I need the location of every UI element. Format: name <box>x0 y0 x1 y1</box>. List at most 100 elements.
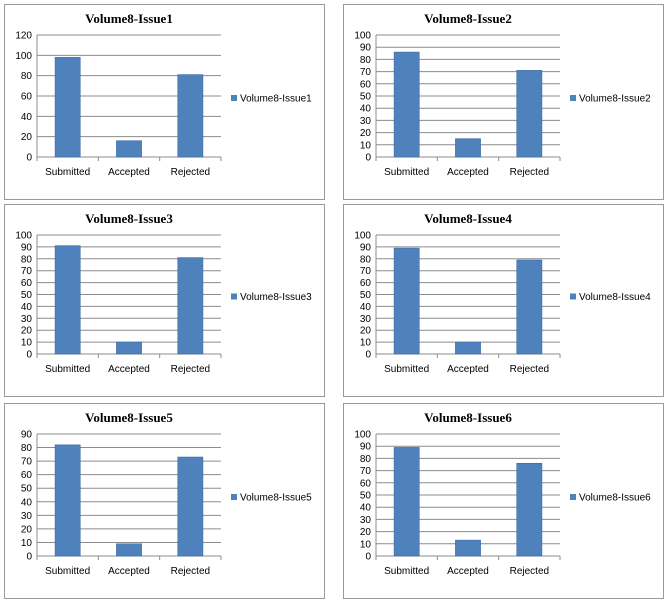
y-tick-label: 50 <box>360 92 372 103</box>
y-tick-label: 10 <box>360 539 372 550</box>
y-tick-label: 40 <box>21 302 33 313</box>
y-tick-label: 80 <box>360 55 372 66</box>
y-tick-label: 20 <box>21 326 33 337</box>
bar <box>516 259 543 355</box>
bar-chart: Volume8-Issue1 0 20 40 60 80 100 120 Submitted Ac… <box>15 11 312 178</box>
y-tick-label: 90 <box>360 43 372 54</box>
legend-label: Volume8-Issue4 <box>579 292 651 303</box>
y-tick-label: 40 <box>360 503 372 514</box>
bar <box>177 257 204 355</box>
bar <box>393 247 420 355</box>
category-label: Accepted <box>447 566 489 577</box>
y-tick-label: 60 <box>360 79 372 90</box>
y-tick-label: 60 <box>360 278 372 289</box>
y-tick-label: 30 <box>360 116 372 127</box>
category-label: Accepted <box>108 566 150 577</box>
category-label: Submitted <box>384 167 429 178</box>
bar <box>177 456 204 557</box>
y-tick-label: 70 <box>360 466 372 477</box>
category-label: Submitted <box>45 364 90 375</box>
bar <box>516 462 543 557</box>
y-tick-label: 100 <box>354 231 371 242</box>
y-tick-label: 50 <box>360 290 372 301</box>
chart-title: Volume8-Issue3 <box>85 211 173 226</box>
y-tick-label: 0 <box>26 552 32 563</box>
y-tick-label: 100 <box>15 231 32 242</box>
y-tick-label: 80 <box>21 71 33 82</box>
legend-label: Volume8-Issue6 <box>579 493 651 504</box>
category-label: Rejected <box>510 364 549 375</box>
bar <box>54 444 81 557</box>
y-tick-label: 80 <box>21 254 33 265</box>
y-tick-label: 0 <box>365 153 371 164</box>
legend-swatch <box>231 293 237 300</box>
category-label: Rejected <box>171 364 210 375</box>
legend-swatch <box>570 494 576 500</box>
bar <box>177 74 204 158</box>
bar <box>455 341 481 355</box>
y-tick-label: 20 <box>360 527 372 538</box>
y-tick-label: 70 <box>21 266 33 277</box>
y-tick-label: 10 <box>21 538 33 549</box>
chart-panel-issue4: Volume8-Issue4 0 10 20 30 40 50 60 70 80 90 100 Subm… <box>343 204 664 397</box>
y-tick-label: 70 <box>360 67 372 78</box>
y-tick-label: 10 <box>21 338 33 349</box>
category-label: Accepted <box>447 167 489 178</box>
y-tick-label: 80 <box>360 454 372 465</box>
legend-swatch <box>231 95 237 101</box>
legend-swatch <box>570 293 576 300</box>
y-tick-label: 40 <box>21 497 33 508</box>
y-tick-label: 90 <box>21 430 33 441</box>
y-tick-label: 30 <box>360 314 372 325</box>
y-tick-label: 30 <box>360 515 372 526</box>
y-tick-label: 90 <box>21 242 33 253</box>
y-tick-label: 80 <box>360 254 372 265</box>
legend-label: Volume8-Issue3 <box>240 292 312 303</box>
y-tick-label: 40 <box>360 302 372 313</box>
y-tick-label: 20 <box>21 524 33 535</box>
bar <box>393 447 420 557</box>
category-label: Submitted <box>384 364 429 375</box>
bar <box>455 138 481 158</box>
chart-panel-issue2: Volume8-Issue2 0 10 20 30 40 50 60 70 80 90 100 Subm… <box>343 4 664 200</box>
y-tick-label: 0 <box>365 552 371 563</box>
chart-title: Volume8-Issue2 <box>424 11 512 26</box>
chart-panel-issue3: Volume8-Issue3 0 10 20 30 40 50 60 70 80 90 100 Subm… <box>4 204 325 397</box>
y-tick-label: 120 <box>15 31 32 42</box>
legend-swatch <box>570 95 576 101</box>
y-tick-label: 70 <box>360 266 372 277</box>
bar-chart: Volume8-Issue5 0 10 20 30 40 50 60 70 80 90 Submitt… <box>21 410 312 577</box>
y-tick-label: 20 <box>360 326 372 337</box>
y-tick-label: 20 <box>21 132 33 143</box>
y-tick-label: 0 <box>26 153 32 164</box>
category-label: Rejected <box>171 167 210 178</box>
bar <box>54 245 81 355</box>
chart-title: Volume8-Issue6 <box>424 410 512 425</box>
y-tick-label: 80 <box>21 443 33 454</box>
y-tick-label: 90 <box>360 242 372 253</box>
category-label: Submitted <box>45 167 90 178</box>
y-tick-label: 60 <box>360 478 372 489</box>
y-tick-label: 100 <box>15 51 32 62</box>
bar <box>116 140 142 158</box>
chart-title: Volume8-Issue1 <box>85 11 173 26</box>
y-tick-label: 100 <box>354 430 371 441</box>
y-tick-label: 50 <box>21 484 33 495</box>
category-label: Rejected <box>171 566 210 577</box>
chart-panel-issue5: Volume8-Issue5 0 10 20 30 40 50 60 70 80 90 Submitt… <box>4 403 325 599</box>
category-label: Accepted <box>447 364 489 375</box>
legend-label: Volume8-Issue5 <box>240 493 312 504</box>
y-tick-label: 90 <box>360 442 372 453</box>
bar <box>516 70 543 158</box>
bar <box>455 539 481 557</box>
y-tick-label: 40 <box>21 112 33 123</box>
y-tick-label: 10 <box>360 338 372 349</box>
legend-label: Volume8-Issue1 <box>240 94 312 105</box>
category-label: Submitted <box>384 566 429 577</box>
y-tick-label: 0 <box>365 350 371 361</box>
chart-panel-issue6: Volume8-Issue6 0 10 20 30 40 50 60 70 80 90 100 Subm… <box>343 403 664 599</box>
category-label: Accepted <box>108 167 150 178</box>
